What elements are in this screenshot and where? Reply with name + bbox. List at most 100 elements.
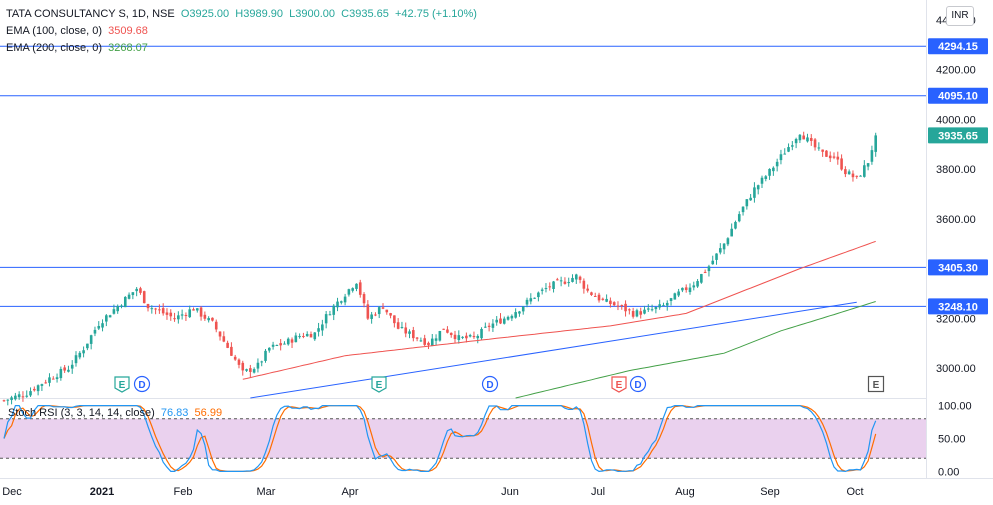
candle-body <box>828 155 832 159</box>
candle-body <box>150 308 154 310</box>
candle-body <box>275 344 279 346</box>
candle-body <box>139 288 142 293</box>
candle-body <box>631 311 635 317</box>
candle-body <box>654 307 658 310</box>
candle-body <box>343 296 347 303</box>
candle-body <box>783 153 787 155</box>
candle-body <box>734 221 737 229</box>
earnings-icon[interactable] <box>371 376 387 393</box>
earnings-icon[interactable] <box>867 375 885 393</box>
candle-body <box>211 317 214 321</box>
candle-body <box>400 326 404 328</box>
candle-body <box>366 304 370 319</box>
earnings-icon[interactable] <box>611 376 627 393</box>
candle-body <box>571 277 574 282</box>
candle-body <box>863 165 866 177</box>
candle-body <box>760 177 764 184</box>
candle-body <box>832 156 836 158</box>
candle-body <box>779 154 783 161</box>
dividend-icon[interactable] <box>133 375 151 393</box>
candle-body <box>662 305 665 307</box>
open-value: O3925.00 <box>180 8 230 20</box>
price-level-badge[interactable] <box>928 298 988 315</box>
earnings-icon[interactable] <box>114 376 130 393</box>
candle-body <box>6 399 10 401</box>
time-tick-label: Jun <box>501 486 519 498</box>
legend-ema200[interactable]: EMA (200, close, 0) 3268.07 <box>6 41 148 55</box>
candle-body <box>161 308 165 314</box>
candle-body <box>719 248 722 253</box>
currency-button[interactable]: INR <box>946 6 974 26</box>
candle-body <box>521 306 525 312</box>
time-tick-label: Sep <box>760 486 780 498</box>
candle-body <box>737 214 741 222</box>
candle-body <box>131 292 135 296</box>
time-tick-label: Dec <box>2 486 22 498</box>
candle-body <box>336 301 339 308</box>
price-level-badge[interactable] <box>928 38 988 55</box>
candle-body <box>377 307 381 315</box>
event-marker-letter: D <box>138 380 145 391</box>
candle-body <box>703 271 707 273</box>
candle-body <box>207 318 210 321</box>
candle-body <box>283 343 286 345</box>
price-level-badge[interactable] <box>928 87 988 104</box>
candle-body <box>14 395 17 400</box>
symbol-name[interactable]: TATA CONSULTANCY S, 1D, NSE <box>6 8 175 20</box>
candle-body <box>2 400 6 402</box>
candle-body <box>203 314 207 319</box>
candle-body <box>169 312 173 317</box>
price-level-badge[interactable] <box>928 259 988 276</box>
candle-body <box>480 328 483 339</box>
time-axis: Dec 2021 Feb Mar Apr Jun Jul Aug Sep Oct <box>2 486 863 498</box>
legend-stoch[interactable]: Stoch RSI (3, 3, 14, 14, close) 76.83 56… <box>8 406 222 420</box>
price-tick-label: 4200.00 <box>936 65 976 77</box>
candle-body <box>146 303 150 309</box>
candle-body <box>851 173 855 178</box>
candle-body <box>108 315 112 318</box>
candle-body <box>427 342 430 346</box>
candle-body <box>753 187 756 198</box>
candle-body <box>142 291 146 304</box>
candle-body <box>681 287 684 291</box>
stoch-d-value: 56.99 <box>194 407 223 419</box>
stoch-k-value: 76.83 <box>160 407 189 419</box>
ema100-value: 3509.68 <box>108 25 148 37</box>
ema100-line <box>242 240 876 380</box>
candle-body <box>768 168 771 176</box>
candle-body <box>408 331 411 334</box>
candle-body <box>389 313 392 316</box>
dividend-icon[interactable] <box>629 375 647 393</box>
price-level-label: 4294.15 <box>938 41 978 53</box>
candle-body <box>715 253 718 260</box>
candle-body <box>44 382 47 384</box>
candle-body <box>647 308 650 310</box>
candle-body <box>393 315 396 324</box>
candle-body <box>601 298 605 300</box>
dividend-icon[interactable] <box>481 375 499 393</box>
candle-body <box>192 309 195 311</box>
trendline[interactable] <box>250 301 857 399</box>
candle-body <box>616 305 620 307</box>
candle-body <box>590 292 593 295</box>
candle-body <box>635 310 639 317</box>
candle-body <box>328 314 332 316</box>
candle-body <box>533 297 536 299</box>
candle-body <box>78 352 82 358</box>
event-marker-letter: E <box>119 380 126 391</box>
candle-body <box>419 340 423 342</box>
candle-body <box>643 309 646 314</box>
candle-body <box>745 199 749 207</box>
candle-body <box>764 176 768 179</box>
candle-body <box>294 335 298 343</box>
price-level-label: 3935.65 <box>938 130 978 142</box>
price-level-badge[interactable] <box>928 127 988 144</box>
candle-body <box>313 332 317 340</box>
candle-body <box>97 325 101 329</box>
legend-ema100[interactable]: EMA (100, close, 0) 3509.68 <box>6 24 148 38</box>
candle-body <box>446 329 449 333</box>
candle-body <box>612 302 616 306</box>
candle-body <box>184 314 188 316</box>
